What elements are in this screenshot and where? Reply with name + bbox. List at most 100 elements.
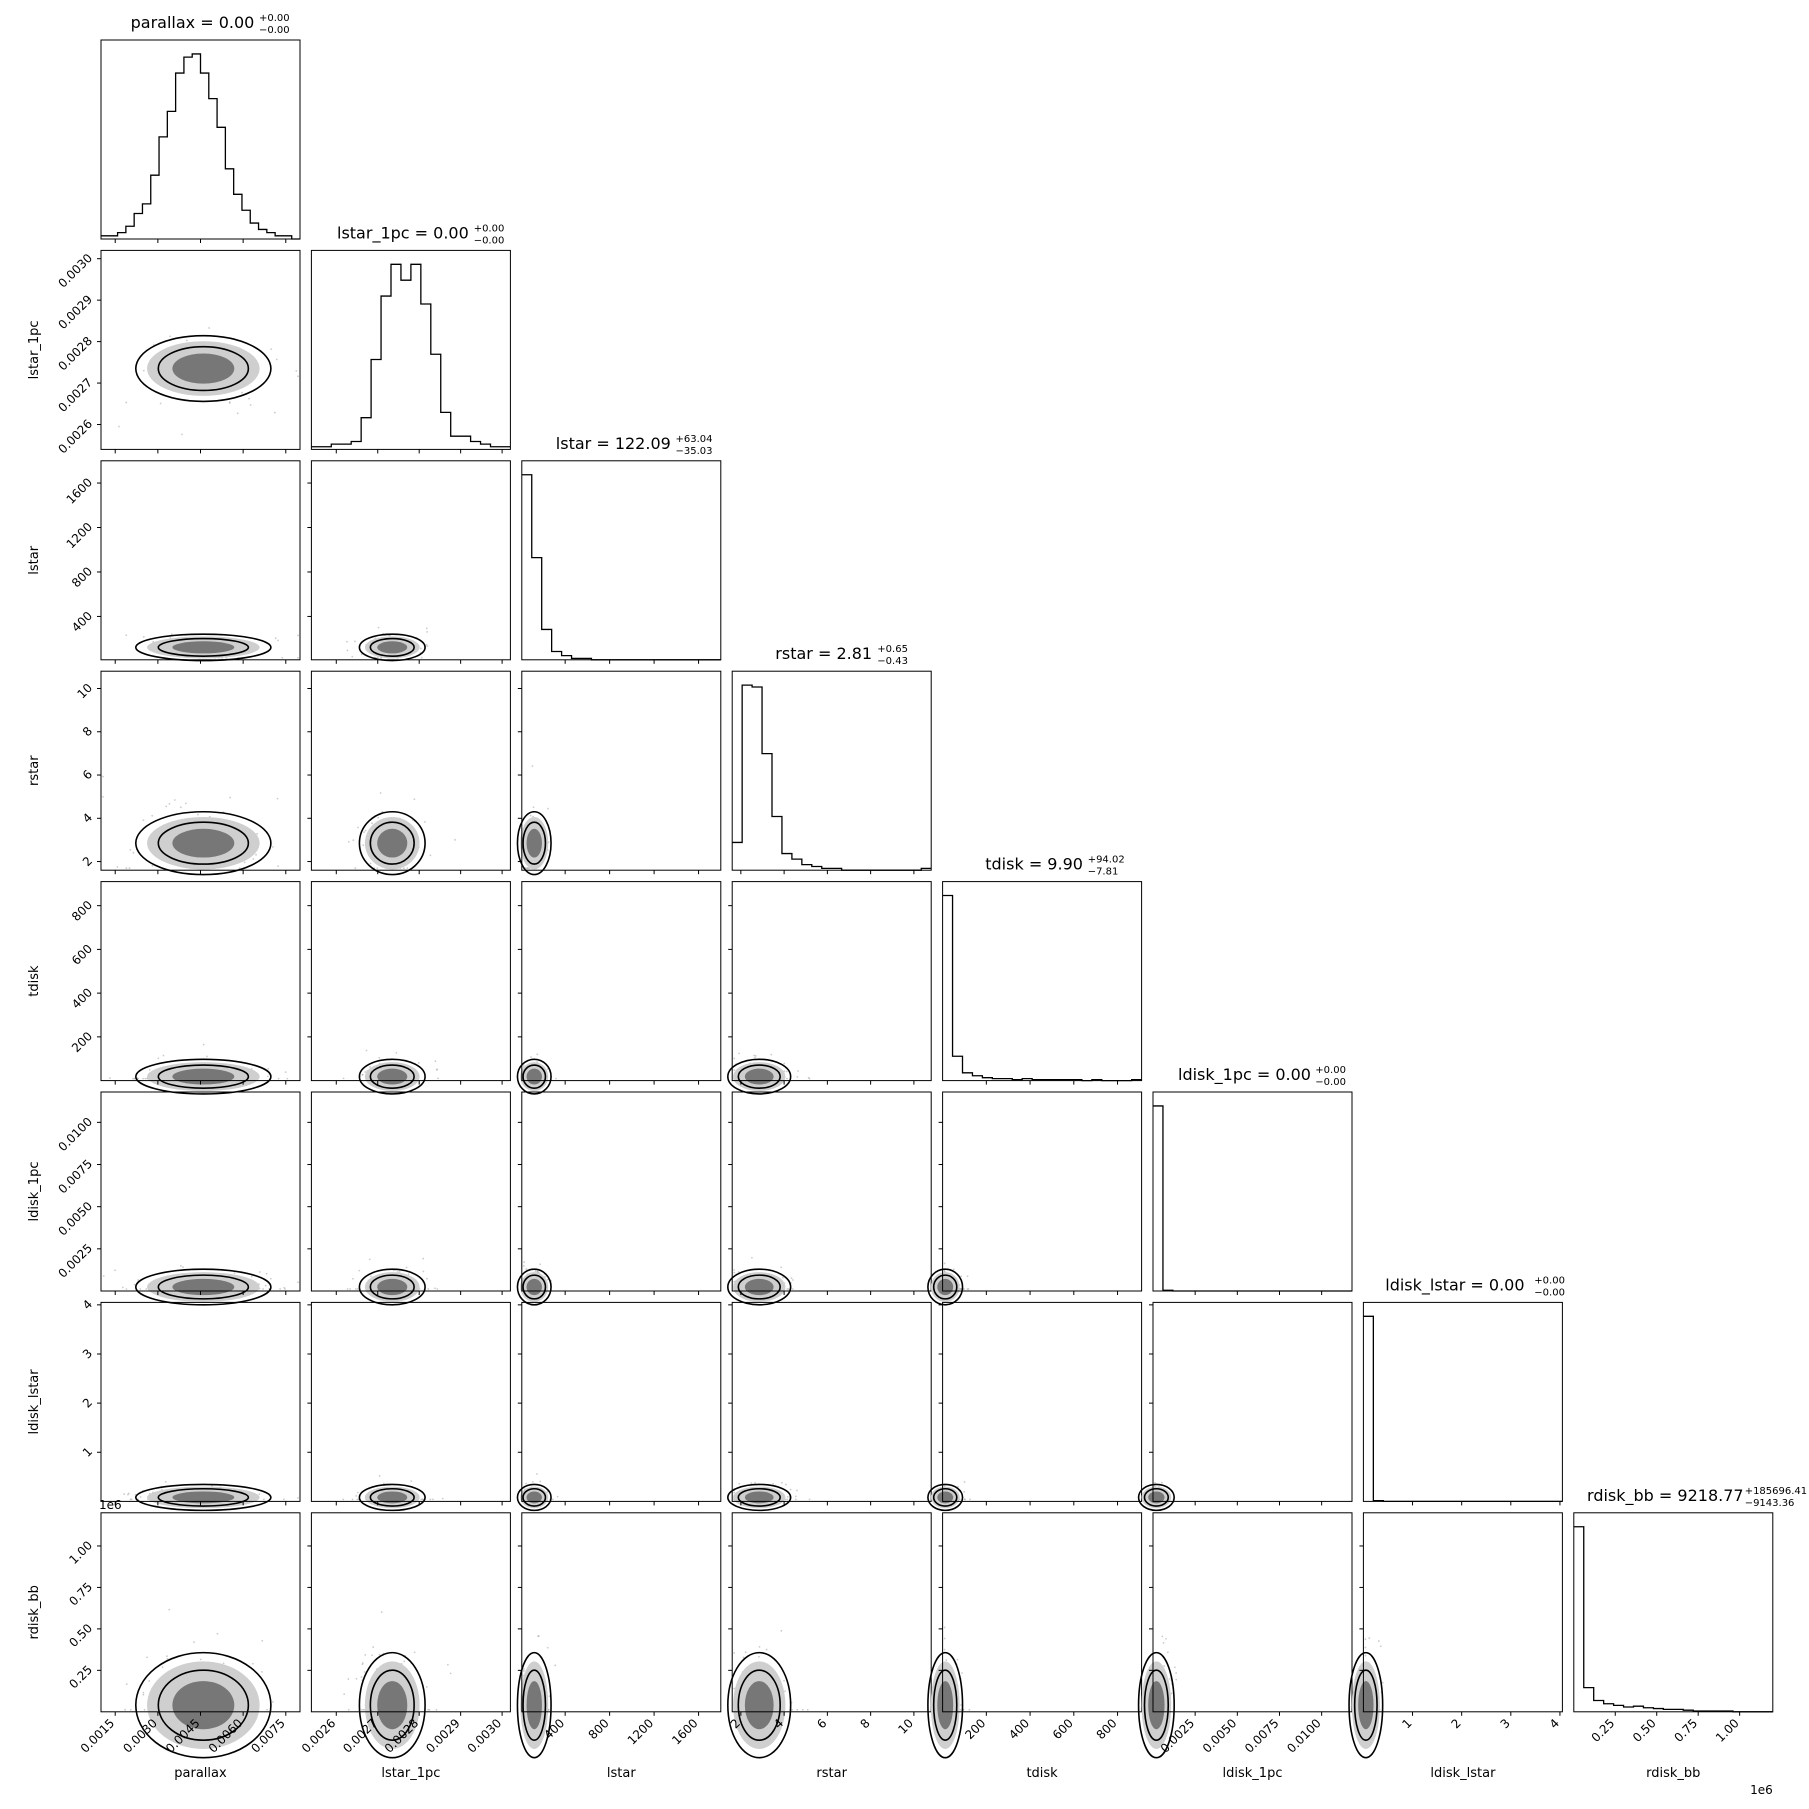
scatter-point xyxy=(356,1288,359,1290)
scatter-point xyxy=(961,1672,963,1674)
scatter-point xyxy=(1173,1666,1176,1669)
x-tick-label: 400 xyxy=(1006,1716,1032,1742)
scatter-point xyxy=(780,1266,782,1269)
x-tick-label: 0.0075 xyxy=(1242,1716,1282,1756)
y-axis-label-tdisk: tdisk xyxy=(27,965,42,997)
scatter-point xyxy=(436,1068,439,1071)
scatter-point xyxy=(355,1288,357,1290)
panel-rdisk_bb-vs-parallax xyxy=(124,1608,274,1759)
scatter-point xyxy=(435,1708,438,1711)
panel-ldisk_1pc-vs-tdisk xyxy=(927,1262,970,1306)
contour-outer xyxy=(1137,1483,1175,1512)
scatter-point xyxy=(546,1278,549,1281)
scatter-point xyxy=(539,1263,542,1266)
contour-outer xyxy=(516,1268,552,1306)
contour-inner xyxy=(369,821,415,865)
x-tick-label: 6 xyxy=(814,1716,829,1731)
scatter-point xyxy=(169,335,171,338)
scatter-point xyxy=(284,1288,286,1290)
scatter-point xyxy=(170,633,173,636)
scatter-point xyxy=(522,1670,525,1672)
contour-outer xyxy=(516,1058,552,1095)
axes-frame xyxy=(521,670,722,871)
density-inner xyxy=(526,1491,542,1504)
contour-outer xyxy=(134,1483,272,1512)
scatter-point xyxy=(780,1481,783,1484)
histogram-parallax xyxy=(101,53,300,240)
scatter-point xyxy=(279,1288,282,1290)
scatter-point xyxy=(791,1288,794,1290)
contour-outer xyxy=(134,334,272,403)
y-tick-label: 0.0075 xyxy=(56,1157,96,1197)
scatter-point xyxy=(357,826,359,829)
contour-inner xyxy=(1143,1669,1170,1741)
contour-outer xyxy=(927,1268,964,1306)
x-tick-label: 0.0026 xyxy=(299,1716,339,1756)
scatter-point xyxy=(133,1283,136,1286)
scatter-point xyxy=(161,1666,164,1669)
axes-frame xyxy=(100,460,301,661)
scatter-point xyxy=(529,814,532,817)
scatter-point xyxy=(255,853,257,856)
scatter-point xyxy=(352,1277,354,1280)
axes-frame xyxy=(310,1091,511,1292)
density-inner xyxy=(172,353,235,384)
scatter-point xyxy=(202,1043,205,1046)
contour-outer xyxy=(134,1058,272,1095)
y-axis-label-lstar: lstar xyxy=(27,545,42,574)
scatter-point xyxy=(151,864,154,867)
scatter-point xyxy=(369,1066,371,1068)
scatter-point xyxy=(787,1288,790,1290)
title-sup-ldisk_lstar: +0.00 xyxy=(1534,1275,1565,1286)
scatter-point xyxy=(142,1691,145,1694)
panel-tdisk-vs-lstar xyxy=(516,1053,557,1095)
scatter-point xyxy=(129,848,132,851)
y-tick-label: 0.50 xyxy=(66,1621,95,1650)
scatter-point xyxy=(361,1663,364,1666)
scatter-point xyxy=(297,634,299,637)
scatter-point xyxy=(427,1288,430,1290)
scatter-point xyxy=(783,1679,785,1682)
scatter-point xyxy=(794,1495,797,1498)
scatter-point xyxy=(114,1269,117,1272)
scatter-point xyxy=(238,867,241,870)
scatter-point xyxy=(1377,1640,1380,1642)
scatter-point xyxy=(382,1482,385,1485)
contour-outer xyxy=(358,810,426,876)
scatter-point xyxy=(168,1608,171,1611)
axes-frame xyxy=(521,460,722,661)
scatter-point xyxy=(142,819,145,822)
scatter-point xyxy=(428,1708,431,1711)
panel-ldisk_lstar-vs-parallax xyxy=(123,1480,299,1512)
scatter-point xyxy=(206,1055,208,1058)
scatter-point xyxy=(127,1492,130,1495)
scatter-point xyxy=(963,1288,965,1290)
scatter-point xyxy=(168,802,171,805)
x-tick-label: 0.0050 xyxy=(1200,1716,1240,1756)
scatter-point xyxy=(754,1055,757,1057)
scatter-point xyxy=(791,1708,794,1711)
scatter-point xyxy=(266,1708,268,1711)
scatter-point xyxy=(522,1668,525,1670)
contour-inner xyxy=(157,821,250,865)
scatter-point xyxy=(199,1658,202,1661)
scatter-point xyxy=(352,839,355,842)
axes-frame xyxy=(310,1301,511,1502)
scatter-point xyxy=(796,1708,799,1711)
scatter-point xyxy=(943,1648,946,1651)
panel-tdisk-vs-parallax xyxy=(109,1043,289,1095)
scatter-point xyxy=(1163,1665,1166,1667)
density-inner xyxy=(377,1491,408,1504)
y-tick-label: 4 xyxy=(80,1297,95,1312)
scatter-point xyxy=(952,1268,955,1271)
scatter-point xyxy=(1364,1654,1367,1657)
density-inner xyxy=(526,1681,542,1730)
scatter-point xyxy=(437,1077,439,1080)
y-axis-label-ldisk_lstar: ldisk_lstar xyxy=(27,1369,42,1435)
scatter-point xyxy=(250,1275,253,1278)
scatter-point xyxy=(963,1481,966,1483)
scatter-point xyxy=(125,1683,128,1685)
scatter-point xyxy=(426,645,429,648)
panel-rdisk_bb-vs-ldisk_1pc xyxy=(1137,1635,1178,1759)
scatter-point xyxy=(261,1639,264,1642)
